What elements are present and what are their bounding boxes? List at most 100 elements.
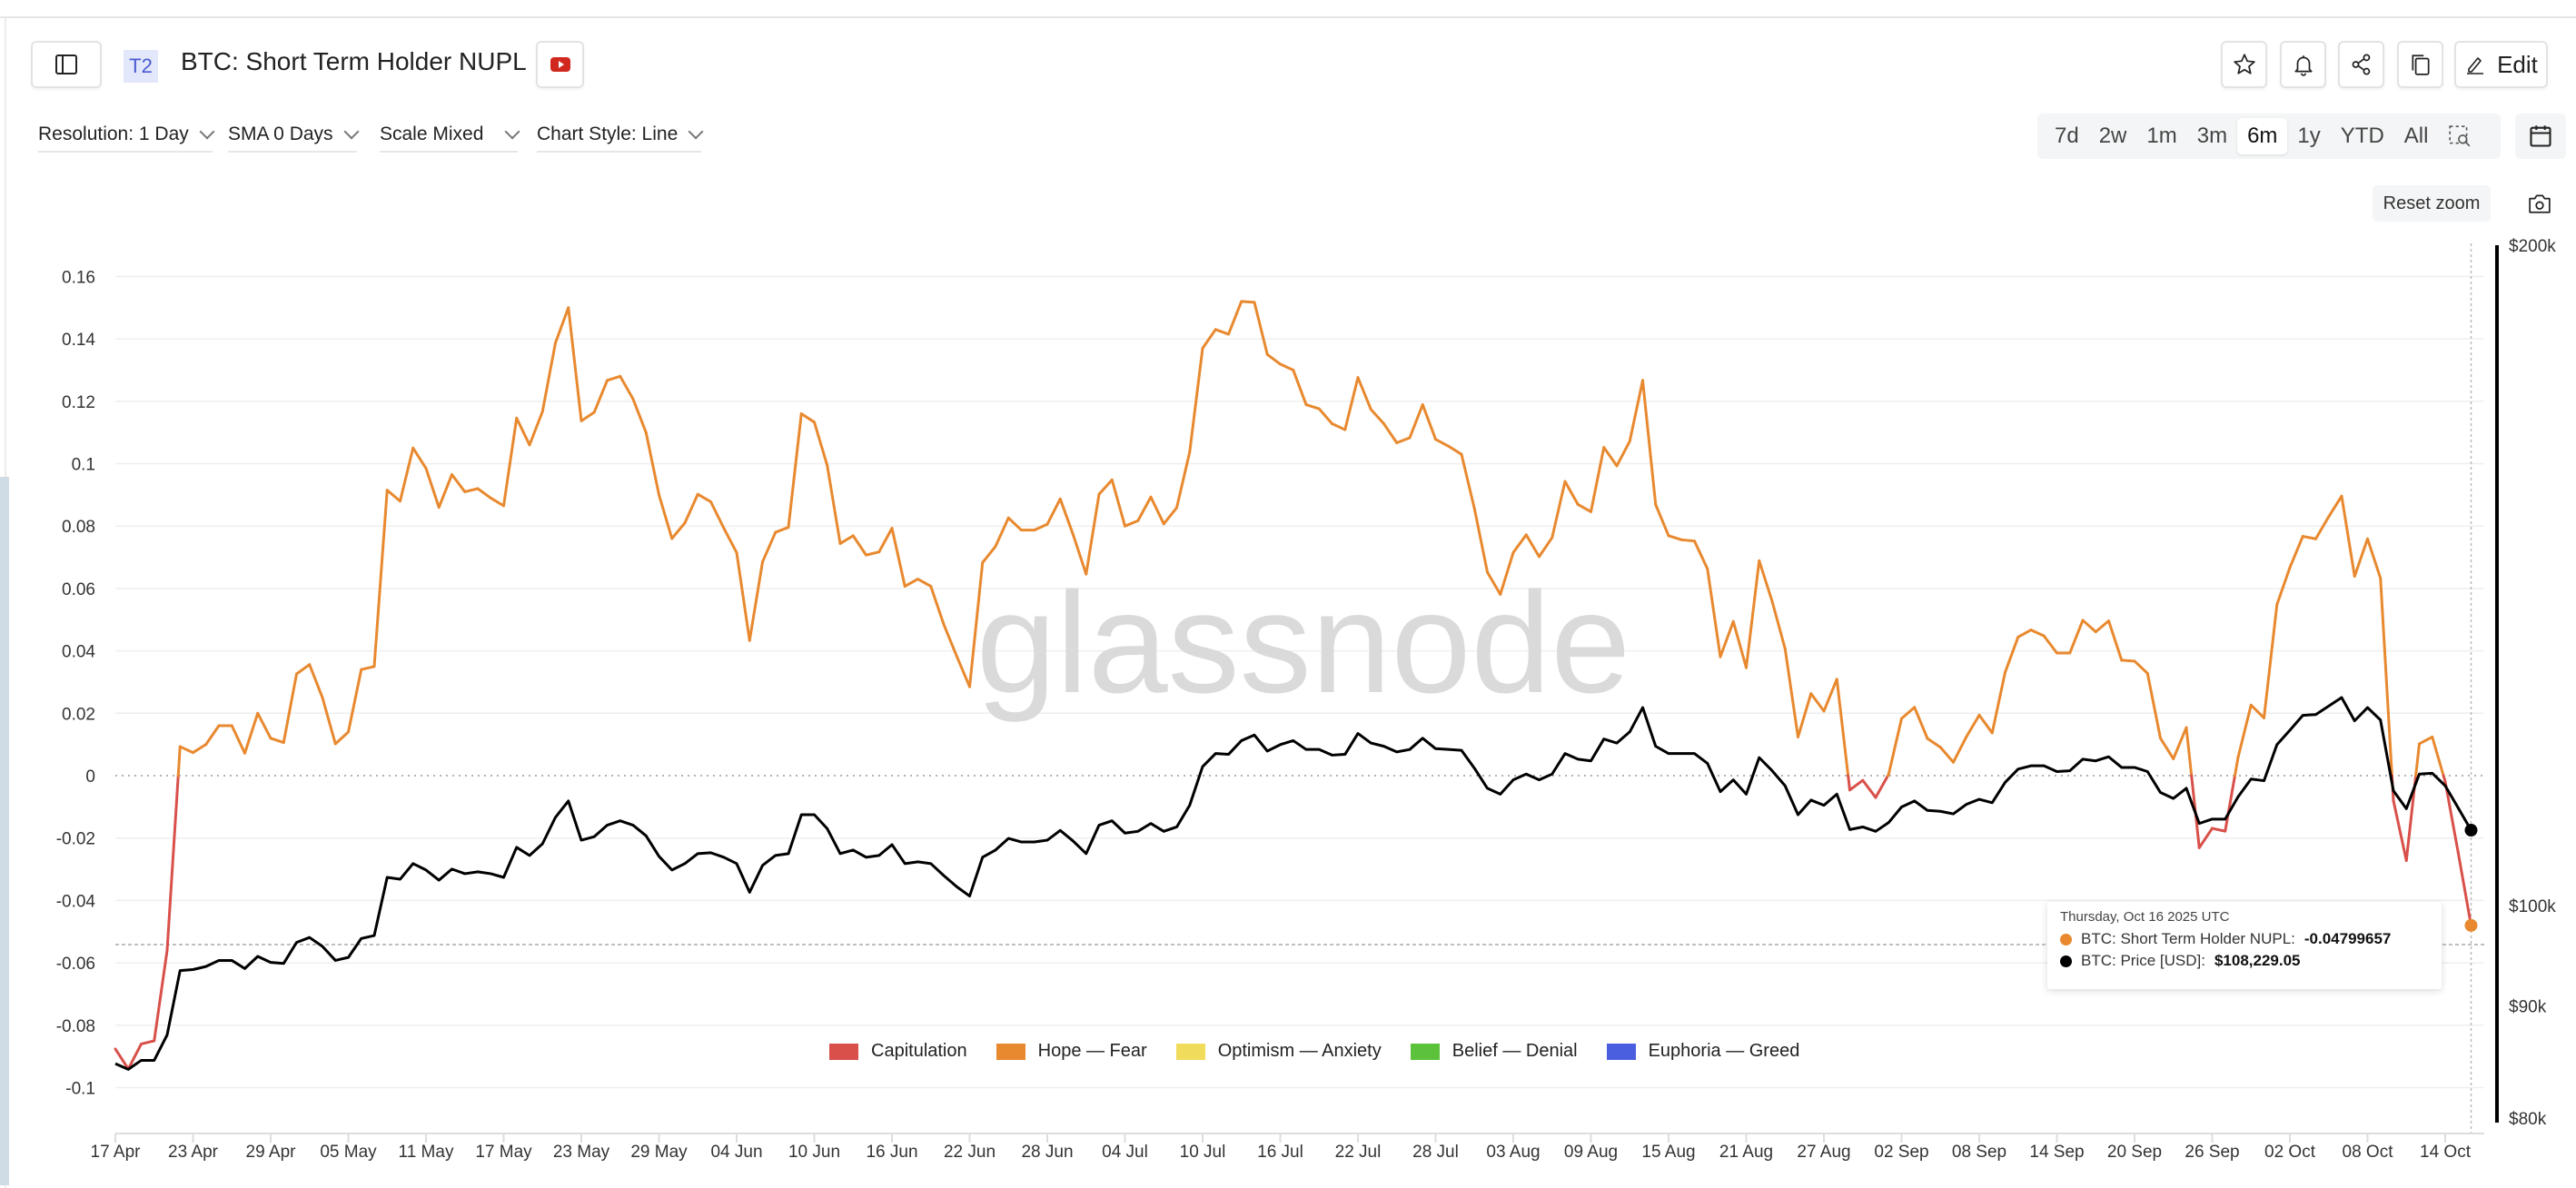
favorite-button[interactable] <box>2221 41 2267 88</box>
price-tick-label: $90k <box>2509 998 2547 1017</box>
zoom-select-button[interactable] <box>2438 118 2482 154</box>
x-tick-label: 29 May <box>630 1143 688 1162</box>
y-tick-label: 0.12 <box>62 393 95 412</box>
range-1m[interactable]: 1m <box>2146 124 2177 148</box>
tooltip-price-value: $108,229.05 <box>2214 952 2301 969</box>
x-tick-label: 15 Aug <box>1641 1143 1695 1162</box>
nupl-line-segment <box>1006 516 1023 532</box>
nupl-line-segment <box>114 1047 130 1071</box>
range-3m[interactable]: 3m <box>2196 124 2228 148</box>
range-2w[interactable]: 2w <box>2098 124 2127 148</box>
x-tick-label: 20 Sep <box>2107 1143 2162 1162</box>
nupl-line-segment <box>1990 670 2006 735</box>
range-1y[interactable]: 1y <box>2297 124 2321 148</box>
nupl-line-segment <box>1551 480 1567 540</box>
nupl-line-segment <box>2301 535 2317 540</box>
legend-item-capitulation[interactable]: Capitulation <box>829 1041 967 1062</box>
nupl-line-segment <box>204 724 221 747</box>
nupl-line-segment <box>2379 577 2393 777</box>
legend-item-hope-fear[interactable]: Hope — Fear <box>996 1041 1147 1062</box>
nupl-line-segment <box>709 500 726 530</box>
legend-label: Optimism — Anxiety <box>1217 1041 1382 1061</box>
nupl-line-segment <box>683 492 699 525</box>
nupl-line-segment <box>929 584 946 626</box>
nupl-line-segment <box>1331 422 1347 431</box>
legend-swatch <box>1410 1043 1440 1060</box>
date-picker-button[interactable] <box>2515 114 2566 159</box>
edit-button[interactable]: Edit <box>2454 41 2548 88</box>
series <box>114 300 2478 1071</box>
range-ytd[interactable]: YTD <box>2340 124 2384 148</box>
nupl-line-segment <box>826 464 842 545</box>
nupl-line-segment <box>1693 540 1709 570</box>
nupl-line-segment <box>1706 567 1722 658</box>
x-tick-label: 22 Jul <box>1335 1143 1382 1162</box>
nupl-line-segment <box>1847 774 1851 792</box>
scale-dropdown[interactable]: Scale Mixed <box>380 124 520 153</box>
nupl-line-segment <box>360 665 376 671</box>
y-tick-label: -0.02 <box>56 830 95 849</box>
nupl-line-segment <box>2004 635 2020 674</box>
nupl-line-segment <box>1085 492 1101 576</box>
sma-label: SMA 0 Days <box>228 124 333 144</box>
price-tick-label: $200k <box>2509 237 2556 256</box>
x-tick-label: 27 Aug <box>1797 1143 1850 1162</box>
nupl-line-segment <box>1809 692 1826 713</box>
y-tick-label: -0.1 <box>65 1080 95 1099</box>
pencil-icon <box>2467 57 2484 74</box>
sma-dropdown[interactable]: SMA 0 Days <box>228 124 360 153</box>
x-tick-label: 11 May <box>399 1143 454 1162</box>
nupl-line-segment <box>2431 735 2445 777</box>
nupl-line-segment <box>178 745 194 755</box>
chart-style-dropdown[interactable]: Chart Style: Line <box>537 124 704 153</box>
nupl-line-segment <box>153 948 169 1043</box>
nupl-line-segment <box>308 663 324 699</box>
nupl-line-segment <box>2418 735 2434 746</box>
legend-label: Capitulation <box>871 1041 967 1061</box>
legend-item-optimism-anxiety[interactable]: Optimism — Anxiety <box>1175 1041 1382 1062</box>
nupl-line-segment <box>1952 735 1968 764</box>
nupl-line-segment <box>787 412 803 530</box>
legend-item-belief-denial[interactable]: Belief — Denial <box>1410 1041 1578 1062</box>
resolution-dropdown[interactable]: Resolution: 1 Day <box>38 124 215 153</box>
nupl-line-segment <box>437 473 453 510</box>
nupl-line-segment <box>813 421 829 468</box>
range-7d[interactable]: 7d <box>2055 124 2079 148</box>
nupl-line-segment <box>140 1039 156 1045</box>
screenshot-button[interactable] <box>2525 189 2554 218</box>
nupl-dot-icon <box>2060 933 2072 945</box>
range-6m[interactable]: 6m <box>2237 118 2288 154</box>
nupl-line-segment <box>2414 742 2421 777</box>
sidebar-toggle-button[interactable] <box>31 41 102 88</box>
price-hover-marker <box>2464 824 2478 837</box>
x-tick-label: 21 Aug <box>1719 1143 1773 1162</box>
nupl-line-segment <box>2456 851 2472 927</box>
nupl-line-segment <box>1265 352 1282 366</box>
duplicate-button[interactable] <box>2397 41 2443 88</box>
y-tick-label: 0 <box>85 767 95 787</box>
nupl-line-segment <box>696 492 712 503</box>
nupl-line-segment <box>2327 494 2343 519</box>
legend-item-euphoria-greed[interactable]: Euphoria — Greed <box>1606 1041 1799 1062</box>
sidebar-toggle-icon <box>55 54 77 74</box>
nupl-line-segment <box>2340 494 2356 579</box>
alert-button[interactable] <box>2280 41 2326 88</box>
nupl-line-segment <box>1835 678 1850 777</box>
nupl-line-segment <box>372 489 389 668</box>
nupl-line-segment <box>411 446 428 470</box>
nupl-line-segment <box>838 534 855 545</box>
nupl-line-segment <box>1731 619 1748 669</box>
youtube-button[interactable] <box>536 41 584 88</box>
page-title: BTC: Short Term Holder NUPL <box>181 47 527 75</box>
nupl-line-segment <box>1045 497 1062 526</box>
nupl-line-segment <box>1861 778 1878 799</box>
nupl-line-segment <box>2233 756 2240 777</box>
range-all[interactable]: All <box>2403 124 2429 148</box>
y-tick-label: 0.08 <box>62 518 95 537</box>
x-tick-label: 29 Apr <box>246 1143 297 1162</box>
share-button[interactable] <box>2338 41 2384 88</box>
reset-zoom-button[interactable]: Reset zoom <box>2373 185 2491 222</box>
watermark-logo: glassnode <box>976 563 1630 723</box>
nupl-line-segment <box>1072 533 1088 576</box>
